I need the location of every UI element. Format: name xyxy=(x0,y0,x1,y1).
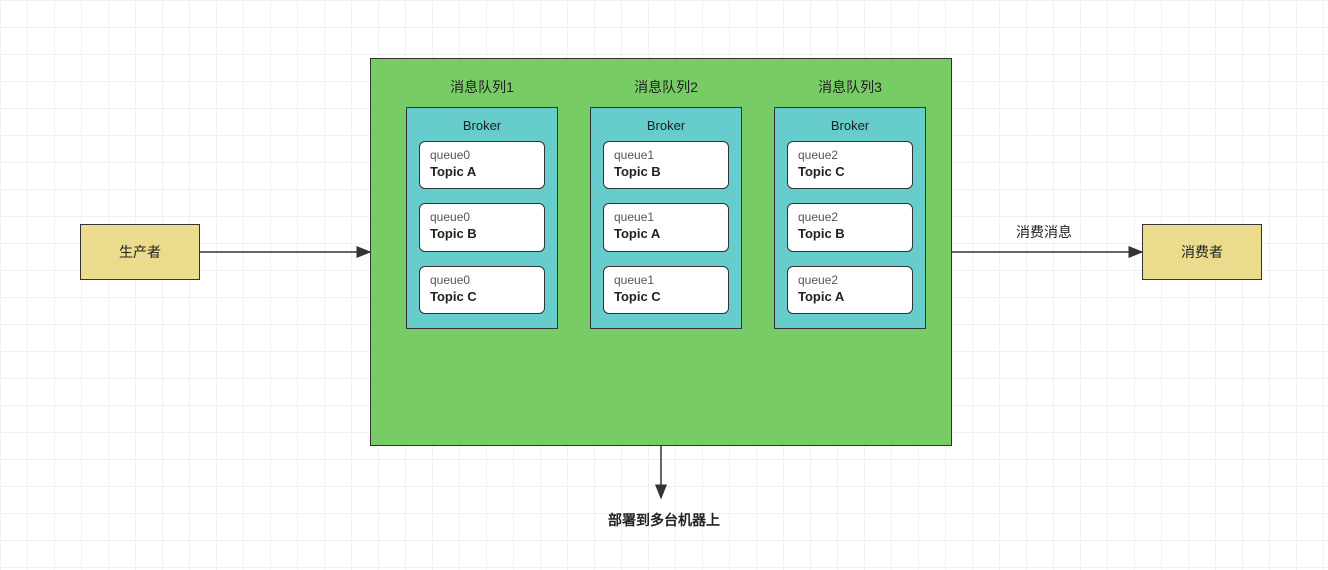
queue-topic: Topic A xyxy=(430,164,534,181)
queue-name: queue1 xyxy=(614,148,718,164)
broker-label: Broker xyxy=(787,118,913,133)
queue-name: queue1 xyxy=(614,210,718,226)
queue-item: queue0 Topic C xyxy=(419,266,545,314)
broker-box: Broker queue1 Topic B queue1 Topic A que… xyxy=(590,107,742,329)
queue-group-title: 消息队列2 xyxy=(590,77,742,97)
queue-name: queue2 xyxy=(798,148,902,164)
queue-item: queue2 Topic B xyxy=(787,203,913,251)
deployment-caption: 部署到多台机器上 xyxy=(608,510,720,530)
cluster-box: 消息队列1 Broker queue0 Topic A queue0 Topic… xyxy=(370,58,952,446)
queue-name: queue2 xyxy=(798,273,902,289)
queue-group-title: 消息队列1 xyxy=(406,77,558,97)
queue-topic: Topic A xyxy=(798,289,902,306)
queue-name: queue0 xyxy=(430,210,534,226)
queue-item: queue0 Topic B xyxy=(419,203,545,251)
queue-topic: Topic B xyxy=(614,164,718,181)
queue-name: queue0 xyxy=(430,273,534,289)
queue-group-3: 消息队列3 Broker queue2 Topic C queue2 Topic… xyxy=(774,77,926,329)
queue-group-1: 消息队列1 Broker queue0 Topic A queue0 Topic… xyxy=(406,77,558,329)
queue-topic: Topic C xyxy=(430,289,534,306)
queue-topic: Topic C xyxy=(798,164,902,181)
broker-label: Broker xyxy=(603,118,729,133)
queue-topic: Topic C xyxy=(614,289,718,306)
queue-name: queue1 xyxy=(614,273,718,289)
broker-box: Broker queue2 Topic C queue2 Topic B que… xyxy=(774,107,926,329)
broker-box: Broker queue0 Topic A queue0 Topic B que… xyxy=(406,107,558,329)
queue-item: queue2 Topic C xyxy=(787,141,913,189)
queue-group-2: 消息队列2 Broker queue1 Topic B queue1 Topic… xyxy=(590,77,742,329)
queue-item: queue1 Topic C xyxy=(603,266,729,314)
queue-group-title: 消息队列3 xyxy=(774,77,926,97)
broker-label: Broker xyxy=(419,118,545,133)
edge-label-consume: 消费消息 xyxy=(1014,222,1074,242)
queue-name: queue0 xyxy=(430,148,534,164)
queue-topic: Topic B xyxy=(798,226,902,243)
queue-item: queue0 Topic A xyxy=(419,141,545,189)
queue-item: queue1 Topic A xyxy=(603,203,729,251)
producer-node: 生产者 xyxy=(80,224,200,280)
queue-name: queue2 xyxy=(798,210,902,226)
queue-item: queue1 Topic B xyxy=(603,141,729,189)
queue-item: queue2 Topic A xyxy=(787,266,913,314)
queue-topic: Topic A xyxy=(614,226,718,243)
queue-topic: Topic B xyxy=(430,226,534,243)
consumer-node: 消费者 xyxy=(1142,224,1262,280)
producer-label: 生产者 xyxy=(119,242,161,262)
consumer-label: 消费者 xyxy=(1181,242,1223,262)
